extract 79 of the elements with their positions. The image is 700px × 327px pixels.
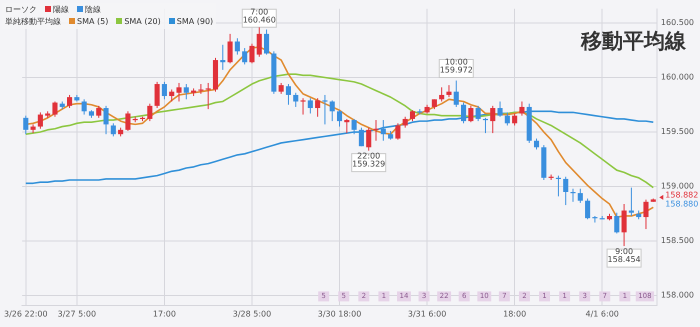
candlestick <box>38 112 43 130</box>
candlestick <box>352 118 357 135</box>
candlestick <box>622 203 627 247</box>
candlestick <box>147 103 152 122</box>
x-tick-label: 3/31 6:00 <box>408 309 446 318</box>
text: 移動平均線 <box>581 28 686 55</box>
candlestick <box>264 29 270 56</box>
y-tick-label: 159.500 <box>660 127 694 136</box>
candlestick <box>103 105 109 135</box>
legend-title: 単純移動平均線 <box>5 17 61 26</box>
candlestick <box>154 81 160 109</box>
candlestick <box>220 44 226 70</box>
candlestick <box>169 88 174 102</box>
candlestick <box>410 110 416 122</box>
candlestick <box>256 26 262 58</box>
legend-label: SMA (90) <box>176 17 214 26</box>
annotation: 9:00 158.454 <box>608 247 641 264</box>
candlestick <box>358 127 364 147</box>
candlestick <box>234 38 240 56</box>
candlestick <box>519 100 524 116</box>
candlestick <box>468 105 474 123</box>
candlestick <box>454 80 459 108</box>
candlestick <box>439 86 444 102</box>
candlestick <box>110 122 116 137</box>
candlestick <box>242 48 248 65</box>
x-tick-label: 3/30 18:00 <box>318 309 362 318</box>
candlestick <box>395 122 400 140</box>
annotation: ローソク <box>5 5 37 14</box>
candlestick <box>490 105 496 134</box>
candlestick <box>373 120 379 142</box>
annotation: 陰線 <box>85 5 101 14</box>
x-tick-label: 17:00 <box>152 309 176 318</box>
candlestick <box>23 115 28 135</box>
x-tick-label: 3/26 22:00 <box>4 309 48 318</box>
annotation: 7:00 160.460 <box>242 7 276 24</box>
candlestick <box>286 84 292 106</box>
y-tick-label: 159.000 <box>660 182 694 191</box>
candlestick <box>96 105 102 118</box>
annotation: 10:00 159.972 <box>440 58 473 75</box>
candlestick <box>614 212 620 234</box>
text: 158.880 <box>665 199 698 208</box>
x-tick-label: 3/28 5:00 <box>232 309 272 318</box>
x-tick-label: 3/27 5:00 <box>58 309 96 318</box>
annotation: 陽線 <box>53 5 69 14</box>
candlestick <box>184 84 189 100</box>
x-tick-label: 4/1 6:00 <box>586 309 619 318</box>
candlestick <box>585 198 590 220</box>
candlestick <box>578 188 583 204</box>
legend-label: SMA (20) <box>124 17 161 26</box>
y-tick-label: 160.500 <box>660 18 694 28</box>
candlestick <box>52 100 58 118</box>
candlestick <box>278 82 284 94</box>
y-tick-label: 158.000 <box>660 290 694 300</box>
candlestick <box>380 120 386 142</box>
y-tick-label: 160.000 <box>660 72 694 82</box>
candlestick <box>249 43 255 64</box>
candlestick <box>534 138 540 150</box>
candlestick <box>315 98 320 118</box>
candlestick <box>125 110 130 132</box>
x-tick-label: 18:00 <box>503 309 526 318</box>
candlestick <box>228 33 233 64</box>
candlestick <box>67 94 72 109</box>
candlestick <box>82 98 87 116</box>
y-tick-label: 158.500 <box>660 236 694 246</box>
candlestick <box>162 81 167 100</box>
annotation: 22:00 159.329 <box>352 152 386 169</box>
candlestick <box>643 199 649 230</box>
candlestick <box>336 110 342 128</box>
candlestick <box>176 82 182 102</box>
candlestick <box>446 84 452 98</box>
candlestick <box>308 98 313 114</box>
candlestick <box>563 176 568 206</box>
candlestick <box>512 112 518 126</box>
candlestick <box>402 116 408 128</box>
candlestick <box>293 92 298 108</box>
candlestick <box>330 100 335 122</box>
legend-label: SMA (5) <box>77 17 108 26</box>
text: 158.882 <box>665 190 698 200</box>
candlestick <box>366 127 372 152</box>
